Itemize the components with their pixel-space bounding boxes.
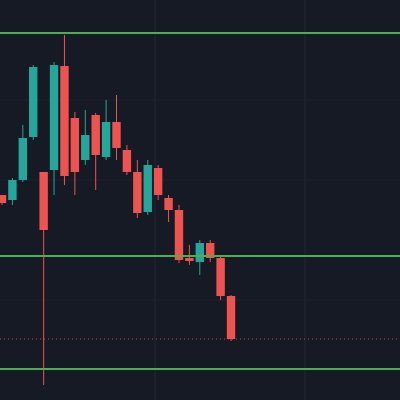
candle-body bbox=[153, 168, 163, 195]
candle-body bbox=[216, 258, 225, 296]
candle-body bbox=[133, 172, 142, 213]
candle-body bbox=[91, 115, 100, 155]
candle-body bbox=[29, 67, 38, 137]
candle-body bbox=[112, 122, 121, 148]
candle-body bbox=[164, 198, 173, 210]
candle-body bbox=[70, 118, 80, 172]
candle-body bbox=[143, 165, 152, 212]
candle-body bbox=[81, 135, 90, 160]
candle-body bbox=[39, 172, 48, 230]
candle-body bbox=[49, 65, 59, 170]
candle-body bbox=[60, 66, 69, 176]
candle-body bbox=[18, 138, 28, 180]
candle-body bbox=[101, 122, 111, 157]
candle-body bbox=[0, 195, 7, 203]
candle-body bbox=[122, 150, 132, 172]
candle-body bbox=[206, 243, 215, 258]
candle-body bbox=[8, 180, 17, 200]
candle-body bbox=[226, 296, 236, 339]
candle-body bbox=[185, 258, 194, 261]
candle-body bbox=[195, 243, 204, 262]
candle-body bbox=[174, 210, 184, 260]
